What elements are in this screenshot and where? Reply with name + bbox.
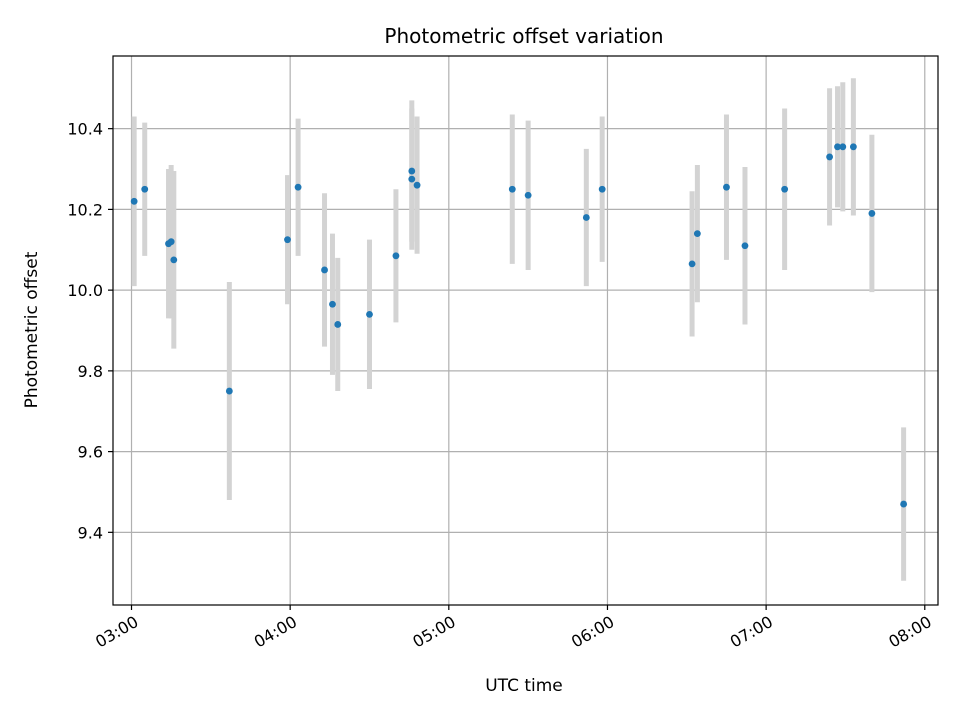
data-point bbox=[839, 143, 847, 151]
data-point bbox=[781, 185, 789, 193]
y-axis-label: Photometric offset bbox=[22, 251, 42, 408]
data-point bbox=[826, 153, 833, 161]
x-tick-label: 04:00 bbox=[251, 612, 300, 652]
data-point bbox=[693, 230, 701, 238]
grid bbox=[113, 56, 938, 605]
data-point bbox=[408, 167, 416, 175]
x-tick-label: 05:00 bbox=[409, 612, 458, 652]
data-point bbox=[834, 143, 841, 151]
data-point bbox=[868, 210, 876, 217]
x-tick-label: 08:00 bbox=[885, 612, 934, 652]
x-tick-label: 06:00 bbox=[568, 612, 617, 652]
data-point bbox=[723, 183, 730, 191]
y-tick-label: 9.8 bbox=[78, 362, 103, 381]
plot-frame bbox=[112, 55, 939, 606]
y-tick-label: 9.4 bbox=[78, 523, 103, 542]
data-point bbox=[329, 300, 336, 308]
data-points bbox=[130, 143, 908, 508]
data-point bbox=[900, 500, 908, 508]
x-tick-label: 07:00 bbox=[727, 612, 776, 652]
data-point bbox=[170, 256, 178, 264]
y-tick-label: 10.2 bbox=[67, 200, 103, 219]
data-point bbox=[408, 175, 416, 183]
data-point bbox=[582, 214, 590, 221]
data-point bbox=[334, 321, 342, 328]
data-point bbox=[141, 185, 149, 193]
data-point bbox=[598, 185, 606, 193]
data-point bbox=[294, 183, 302, 191]
y-tick-label: 10.0 bbox=[67, 281, 103, 300]
data-point bbox=[392, 252, 400, 260]
data-point bbox=[284, 236, 291, 244]
data-point bbox=[321, 266, 328, 274]
data-point bbox=[849, 143, 857, 151]
axis-ticks: 03:00 04:00 05:00 06:00 07:00 08:00 9.4 9.6 9.8 1… bbox=[67, 120, 934, 652]
data-point bbox=[741, 242, 749, 250]
error-bars bbox=[131, 78, 907, 581]
data-point bbox=[366, 310, 373, 318]
data-point bbox=[508, 185, 516, 193]
x-tick-label: 03:00 bbox=[92, 612, 141, 652]
data-point bbox=[524, 191, 532, 199]
data-point bbox=[130, 197, 138, 205]
data-point bbox=[413, 181, 421, 189]
data-point bbox=[688, 260, 696, 268]
y-tick-label: 10.4 bbox=[67, 120, 103, 139]
y-tick-label: 9.6 bbox=[78, 443, 103, 462]
chart-title: Photometric offset variation bbox=[384, 24, 663, 48]
data-point bbox=[167, 238, 175, 246]
x-axis-label: UTC time bbox=[485, 676, 563, 696]
data-point bbox=[225, 387, 233, 395]
